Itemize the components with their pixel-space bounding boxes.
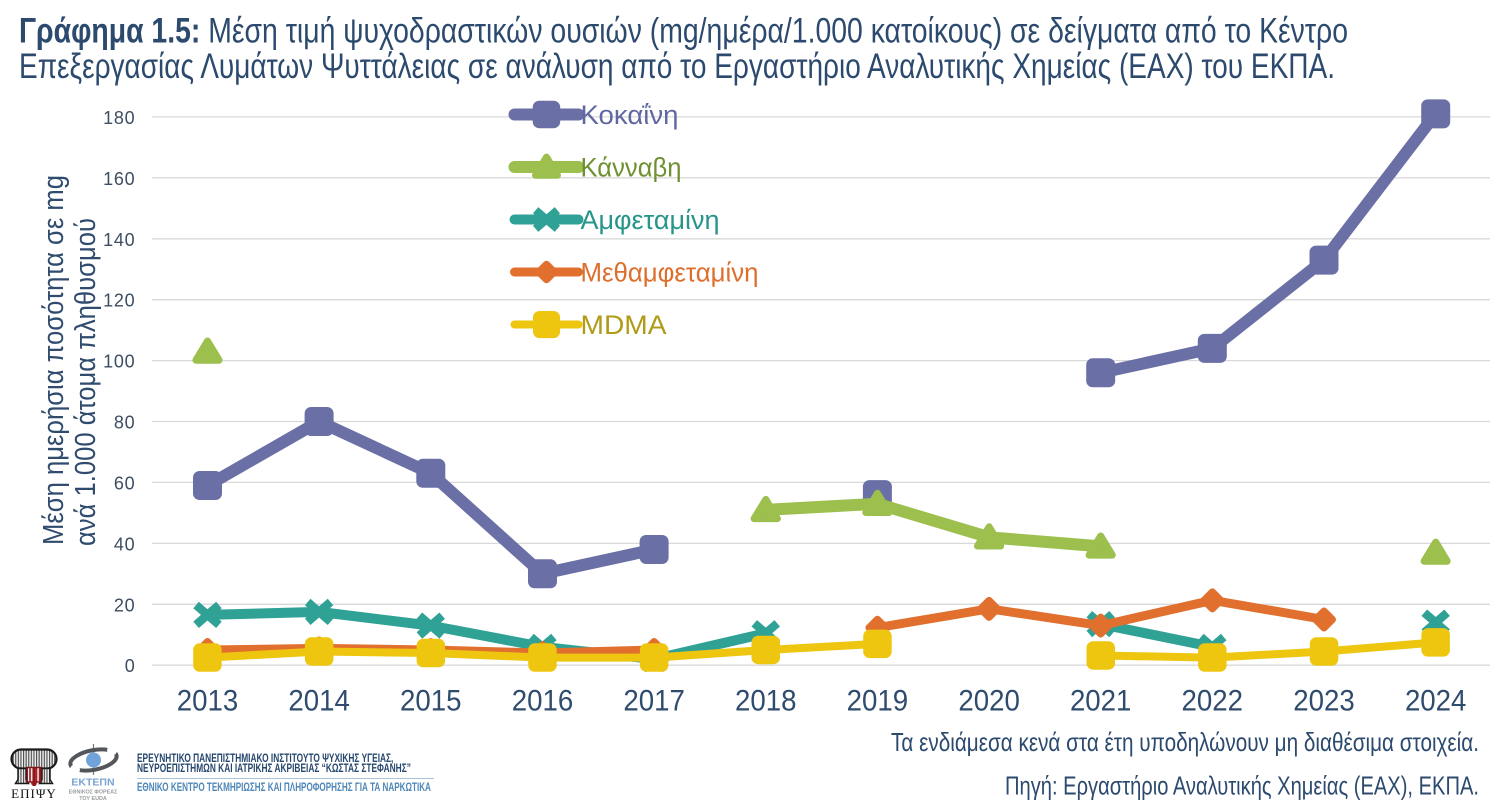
svg-text:2023: 2023 — [1293, 685, 1355, 718]
svg-text:Τα ενδιάμεσα κενά στα έτη υποδ: Τα ενδιάμεσα κενά στα έτη υποδηλώνουν μη… — [891, 727, 1479, 757]
svg-text:140: 140 — [103, 230, 135, 250]
svg-text:40: 40 — [114, 534, 136, 554]
svg-text:ΕΠΙΨΥ: ΕΠΙΨΥ — [11, 786, 57, 800]
svg-text:Μέση ημερήσια ποσότητα σε mg: Μέση ημερήσια ποσότητα σε mg — [38, 175, 70, 545]
svg-text:ΤΟΥ EUDA: ΤΟΥ EUDA — [79, 796, 107, 802]
svg-text:Αμφεταμίνη: Αμφεταμίνη — [581, 205, 720, 235]
svg-text:160: 160 — [103, 169, 135, 189]
svg-text:Επεξεργασίας Λυμάτων Ψυττάλεια: Επεξεργασίας Λυμάτων Ψυττάλειας σε ανάλυ… — [19, 47, 1335, 86]
svg-text:ΕΚΤΕΠΝ: ΕΚΤΕΠΝ — [71, 777, 114, 789]
svg-text:120: 120 — [103, 291, 135, 311]
svg-text:Γράφημα 1.5: Μέση τιμή ψυχοδρα: Γράφημα 1.5: Μέση τιμή ψυχοδραστικών ουσ… — [19, 12, 1348, 51]
svg-text:MDMA: MDMA — [581, 310, 667, 340]
svg-text:Πηγή: Εργαστήριο Αναλυτικής Χη: Πηγή: Εργαστήριο Αναλυτικής Χημείας (ΕΑΧ… — [1005, 771, 1479, 801]
svg-text:Μεθαμφεταμίνη: Μεθαμφεταμίνη — [581, 258, 759, 288]
svg-text:2014: 2014 — [288, 685, 350, 718]
svg-text:80: 80 — [114, 413, 136, 433]
svg-text:60: 60 — [114, 473, 136, 493]
svg-text:2022: 2022 — [1182, 685, 1244, 718]
svg-text:Κάνναβη: Κάνναβη — [581, 153, 682, 183]
svg-text:2015: 2015 — [400, 685, 462, 718]
svg-text:ανά 1.000 άτομα πληθυσμού: ανά 1.000 άτομα πληθυσμού — [70, 218, 102, 546]
svg-text:ΕΘΝΙΚΟΣ ΦΟΡΕΑΣ: ΕΘΝΙΚΟΣ ΦΟΡΕΑΣ — [69, 790, 118, 796]
svg-text:2024: 2024 — [1405, 685, 1467, 718]
svg-text:2013: 2013 — [177, 685, 239, 718]
svg-text:0: 0 — [125, 656, 136, 676]
svg-text:180: 180 — [103, 108, 135, 128]
svg-text:2016: 2016 — [512, 685, 574, 718]
svg-text:2021: 2021 — [1070, 685, 1132, 718]
svg-text:20: 20 — [114, 595, 136, 615]
svg-text:2020: 2020 — [958, 685, 1020, 718]
svg-text:2018: 2018 — [735, 685, 797, 718]
svg-text:2019: 2019 — [847, 685, 909, 718]
svg-text:2017: 2017 — [623, 685, 685, 718]
svg-text:Κοκαΐνη: Κοκαΐνη — [581, 100, 679, 130]
svg-text:100: 100 — [103, 352, 135, 372]
